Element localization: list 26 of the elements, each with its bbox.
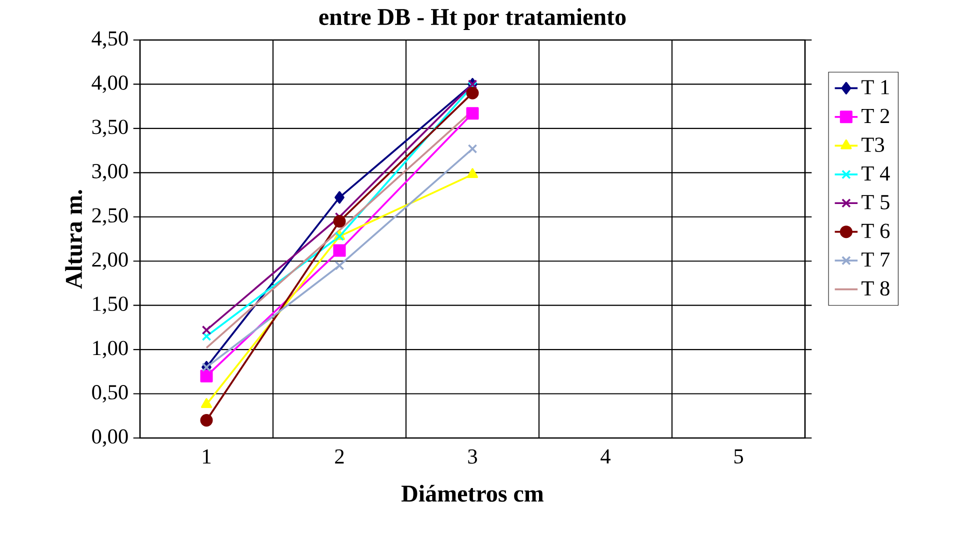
y-tick-label: 2,00 — [92, 252, 128, 270]
x-tick-label: 1 — [203, 449, 211, 464]
y-tick-label: 4,00 — [92, 75, 128, 93]
y-tick-label: 2,50 — [92, 208, 128, 226]
y-tick-label: 0,50 — [92, 385, 128, 403]
legend-label: T 1 — [862, 80, 889, 94]
legend-label: T 4 — [862, 166, 890, 180]
legend-label: T3 — [862, 138, 884, 152]
legend-label: T 5 — [862, 195, 890, 210]
y-tick-label: 0,00 — [92, 429, 128, 447]
y-tick-label: 3,00 — [92, 164, 128, 182]
x-tick-label: 2 — [335, 449, 344, 464]
x-axis-title: Diámetros cm — [402, 484, 544, 502]
legend-label: T 6 — [862, 224, 890, 238]
y-axis-title: Altura m. — [65, 190, 82, 289]
legend-label: T 7 — [862, 252, 890, 267]
legend-label: T 8 — [862, 281, 890, 296]
x-tick-label: 3 — [468, 449, 477, 464]
legend-label: T 2 — [862, 108, 890, 123]
x-tick-label: 4 — [600, 449, 610, 464]
y-tick-label: 4,50 — [92, 31, 128, 49]
y-tick-label: 1,50 — [93, 296, 128, 314]
y-tick-label: 1,00 — [93, 340, 128, 358]
chart-title: entre DB - Ht por tratamiento — [319, 8, 626, 30]
y-tick-label: 3,50 — [92, 120, 128, 138]
x-tick-label: 5 — [734, 449, 743, 464]
